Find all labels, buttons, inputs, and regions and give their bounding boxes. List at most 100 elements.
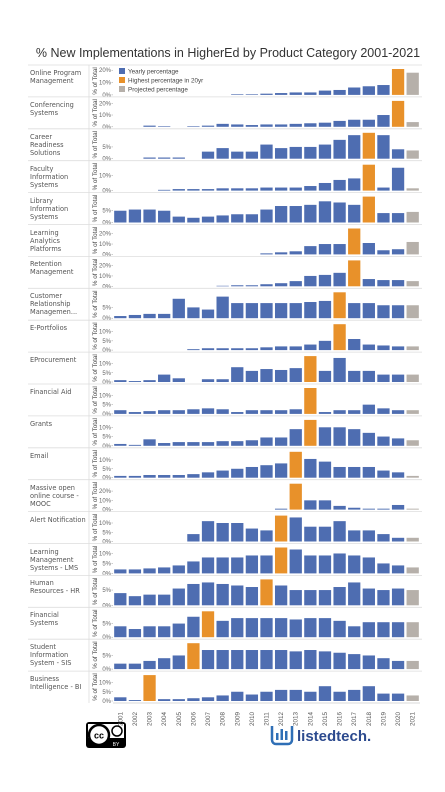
bar: [260, 410, 273, 414]
bar: [362, 622, 375, 638]
bar: [318, 90, 332, 95]
bar: [201, 379, 215, 382]
bar: [391, 537, 405, 542]
bar: [114, 569, 127, 574]
bar: [231, 468, 244, 478]
bar: [333, 466, 346, 478]
bar: [274, 410, 288, 414]
bar: [289, 346, 302, 351]
bar: [143, 594, 156, 606]
x-tick-label: 2001: [117, 712, 124, 727]
bar: [201, 697, 215, 701]
bar: [318, 590, 332, 606]
bar: [333, 292, 346, 319]
bar: [260, 618, 273, 638]
bar: [362, 86, 375, 95]
bar: [362, 279, 375, 287]
bar: [114, 410, 127, 414]
bar: [333, 324, 346, 351]
bar: [348, 466, 361, 478]
bar: [201, 189, 215, 191]
brand-name: listedtech.: [297, 728, 371, 745]
y-axis-label: % of Total: [92, 99, 99, 127]
bar: [377, 187, 390, 191]
bar: [348, 204, 361, 223]
bar: [143, 475, 156, 478]
bar: [274, 650, 288, 670]
bar: [158, 313, 171, 319]
x-tick-label: 2021: [410, 712, 417, 727]
bar: [245, 694, 259, 701]
bar: [128, 412, 142, 414]
y-tick-label: 5%: [102, 690, 111, 696]
y-tick-label: 0%: [102, 252, 111, 258]
bar: [348, 339, 361, 351]
bar: [158, 567, 171, 574]
bar: [274, 187, 288, 191]
y-tick-label: 10%: [99, 330, 112, 336]
bar: [406, 281, 419, 287]
panel-label: Grants: [30, 419, 53, 428]
bar: [128, 314, 142, 319]
y-tick-label: 0%: [102, 540, 111, 546]
bar: [158, 157, 171, 159]
bar: [187, 442, 200, 446]
bar: [391, 305, 405, 319]
bar: [172, 588, 185, 606]
bar: [348, 178, 361, 191]
bar: [289, 409, 302, 414]
y-tick-label: 0%: [102, 603, 111, 609]
panel-label: Alert Notification: [30, 515, 86, 524]
bar: [318, 182, 332, 191]
panel-label: Library Information Systems: [30, 196, 69, 221]
bar: [391, 249, 405, 255]
bar: [377, 345, 390, 351]
bar: [231, 557, 244, 574]
bar: [391, 167, 405, 191]
bar: [377, 436, 390, 446]
bar: [333, 587, 346, 606]
bar: [158, 699, 171, 701]
bar: [128, 475, 142, 478]
bar: [391, 504, 405, 510]
legend-label: Highest percentage in 20yr: [128, 78, 203, 85]
bar: [318, 500, 332, 510]
bar: [377, 115, 390, 127]
bar: [245, 188, 259, 191]
bar: [216, 557, 229, 574]
bar: [245, 370, 259, 382]
bar: [406, 622, 419, 638]
bar: [362, 303, 375, 319]
bar: [362, 119, 375, 127]
bar: [216, 650, 229, 670]
bar: [143, 125, 156, 127]
bar: [362, 686, 375, 701]
y-tick-label: 10%: [99, 498, 112, 504]
bar: [231, 303, 244, 319]
bar: [128, 569, 142, 574]
bar: [114, 663, 127, 670]
y-tick-label: 0%: [102, 93, 111, 99]
bar: [143, 675, 156, 701]
bar: [260, 437, 273, 446]
bar: [260, 369, 273, 382]
bar: [304, 275, 317, 287]
bar: [231, 188, 244, 191]
bar: [348, 429, 361, 446]
bar: [377, 250, 390, 255]
bar: [406, 695, 419, 701]
bar: [245, 650, 259, 670]
bar: [172, 565, 185, 574]
bar: [172, 475, 185, 478]
bar: [348, 626, 361, 638]
bar: [377, 213, 390, 223]
bar: [377, 408, 390, 414]
bar: [274, 463, 288, 478]
bar: [304, 500, 317, 510]
y-axis-label: % of Total: [92, 386, 99, 414]
bar: [406, 508, 419, 510]
bar: [187, 189, 200, 191]
bar: [289, 689, 302, 701]
bar: [333, 272, 346, 287]
